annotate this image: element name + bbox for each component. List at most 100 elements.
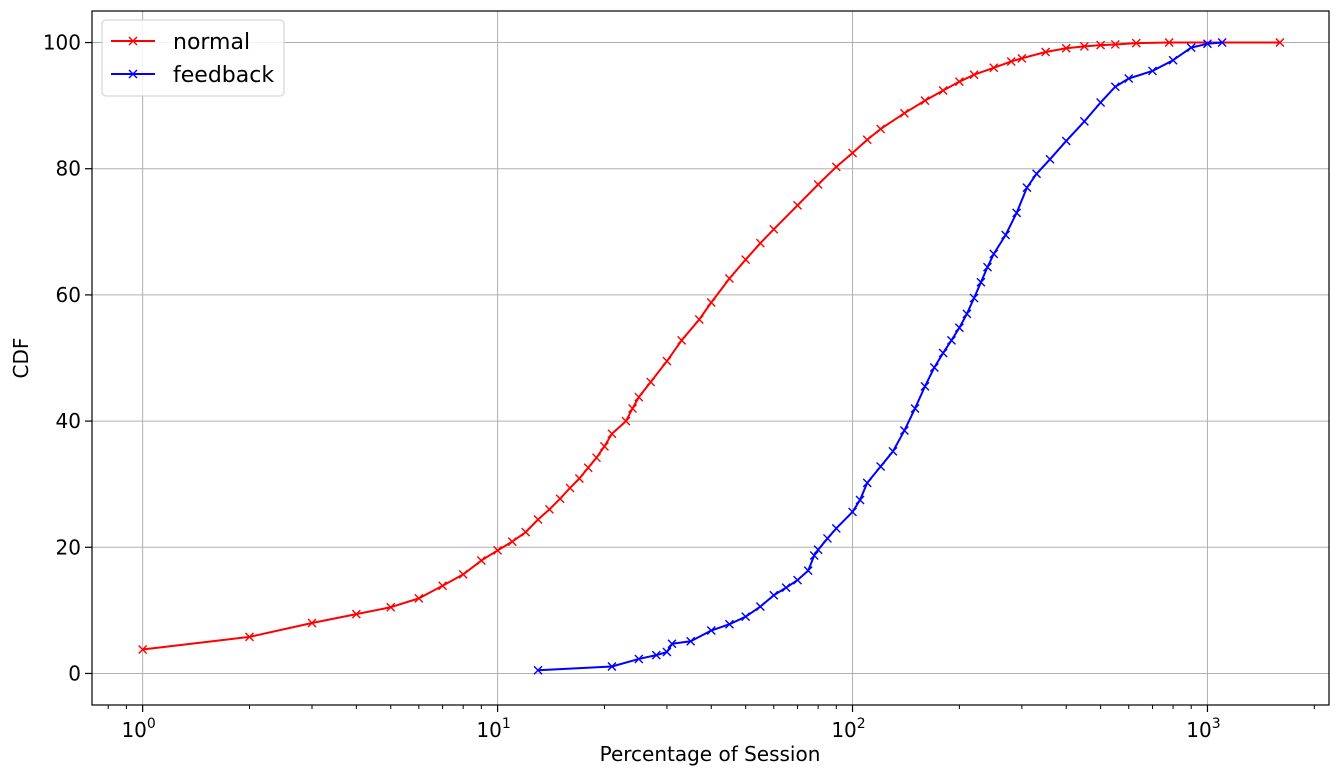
data-point-feedback <box>855 495 865 505</box>
data-point-normal <box>351 609 361 619</box>
data-point-normal <box>755 238 765 248</box>
data-point-normal <box>307 618 317 628</box>
y-tick-label: 60 <box>56 283 81 307</box>
grid-lines <box>92 11 1329 705</box>
data-point-feedback <box>831 523 841 533</box>
data-point-normal <box>138 644 148 654</box>
data-point-normal <box>1110 39 1120 49</box>
plot-frame <box>91 10 1330 706</box>
data-point-feedback <box>910 403 920 413</box>
data-point-feedback <box>667 639 677 649</box>
x-tick-exponent: 3 <box>1212 716 1221 732</box>
data-point-normal <box>793 200 803 210</box>
data-point-feedback <box>809 550 819 560</box>
x-tick-label: 103 <box>1186 716 1220 742</box>
plot-area <box>92 11 1329 705</box>
legend-entry-feedback: feedback <box>111 63 274 88</box>
data-point-feedback <box>976 277 986 287</box>
data-point-feedback <box>533 665 543 675</box>
data-point-feedback <box>982 262 992 272</box>
data-point-normal <box>607 429 617 439</box>
data-point-feedback <box>803 566 813 576</box>
series-normal <box>138 38 1285 654</box>
data-point-normal <box>592 453 602 463</box>
data-point-normal <box>1061 43 1071 53</box>
data-point-feedback <box>651 650 661 660</box>
data-point-normal <box>244 632 254 642</box>
x-tick-base: 10 <box>476 718 501 742</box>
data-point-normal <box>646 377 656 387</box>
y-tick-label: 20 <box>56 535 81 559</box>
data-point-feedback <box>607 662 617 672</box>
x-axis-label: Percentage of Session <box>600 742 821 766</box>
data-point-feedback <box>969 293 979 303</box>
data-point-feedback <box>920 381 930 391</box>
y-tick-label: 40 <box>56 409 81 433</box>
legend-label-feedback: feedback <box>173 63 274 88</box>
major-ticks <box>85 41 1209 712</box>
x-tick-labels: 100 101 102 103 <box>121 716 1220 742</box>
data-point-feedback <box>1079 116 1089 126</box>
data-point-normal <box>458 569 468 579</box>
data-point-normal <box>876 124 886 134</box>
data-point-feedback <box>1168 55 1178 65</box>
data-point-normal <box>507 537 517 547</box>
data-point-feedback <box>888 446 898 456</box>
data-point-feedback <box>769 590 779 600</box>
x-tick-base: 10 <box>1186 718 1211 742</box>
data-point-feedback <box>1012 208 1022 218</box>
data-point-normal <box>476 556 486 566</box>
y-tick-label: 100 <box>43 31 81 55</box>
legend-box <box>101 19 285 97</box>
data-point-normal <box>533 515 543 525</box>
data-point-feedback <box>686 636 696 646</box>
data-point-normal <box>989 63 999 73</box>
series-feedback <box>533 38 1227 675</box>
data-point-normal <box>694 315 704 325</box>
data-point-feedback <box>813 545 823 555</box>
data-point-normal <box>1006 56 1016 66</box>
data-point-feedback <box>1124 74 1134 84</box>
data-point-normal <box>574 474 584 483</box>
data-point-feedback <box>1022 183 1032 193</box>
data-point-feedback <box>1217 38 1227 48</box>
data-point-feedback <box>1186 43 1196 53</box>
y-tick-labels: 0 20 40 60 80 100 <box>43 31 81 686</box>
x-tick-exponent: 1 <box>502 716 511 732</box>
data-point-normal <box>565 483 575 493</box>
legend: normal feedback <box>101 19 285 97</box>
data-point-feedback <box>962 309 972 319</box>
legend-entries: normal feedback <box>111 30 274 88</box>
data-point-normal <box>954 77 964 87</box>
data-point-feedback <box>938 348 948 358</box>
legend-marker-feedback <box>128 69 138 79</box>
data-point-normal <box>1017 53 1027 63</box>
data-point-feedback <box>724 619 734 629</box>
data-point-normal <box>813 180 823 189</box>
series-layer <box>138 38 1285 675</box>
x-tick-base: 10 <box>831 718 856 742</box>
data-point-feedback <box>741 612 751 622</box>
data-point-normal <box>1041 47 1051 57</box>
data-point-normal <box>899 108 909 118</box>
data-point-normal <box>438 581 448 591</box>
data-point-normal <box>621 416 631 426</box>
data-point-feedback <box>822 533 832 543</box>
y-axis-label: CDF <box>9 338 33 379</box>
data-point-feedback <box>755 602 765 612</box>
x-tick-base: 10 <box>121 718 146 742</box>
data-point-feedback <box>954 323 964 333</box>
data-point-normal <box>521 527 531 537</box>
data-point-normal <box>741 255 751 265</box>
x-tick-label: 102 <box>831 716 865 742</box>
data-point-feedback <box>706 626 716 636</box>
y-tick-label: 80 <box>56 157 81 181</box>
data-point-normal <box>628 403 638 413</box>
data-point-normal <box>1164 38 1174 48</box>
legend-label-normal: normal <box>173 30 250 55</box>
data-point-normal <box>938 85 948 95</box>
data-point-normal <box>493 545 503 555</box>
data-point-feedback <box>662 647 672 657</box>
data-point-feedback <box>1110 82 1120 92</box>
